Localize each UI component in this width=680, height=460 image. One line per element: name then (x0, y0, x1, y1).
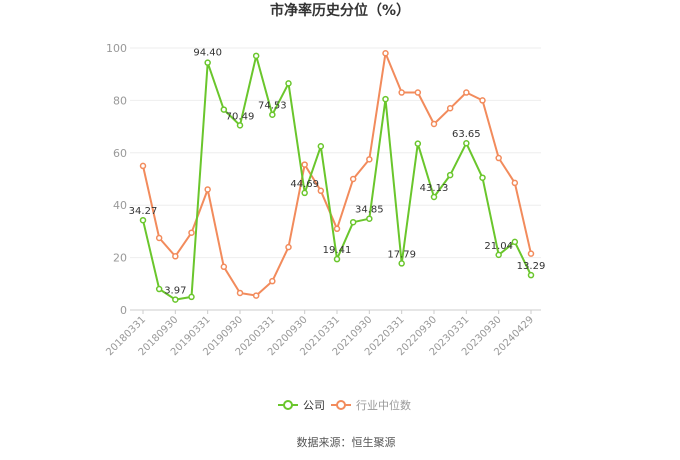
data-point-industry (236, 289, 244, 297)
y-tick-label: 20 (113, 252, 127, 265)
data-point-industry (333, 225, 341, 233)
data-point-company (285, 80, 292, 87)
series-layer (139, 49, 535, 303)
data-point-industry (495, 154, 502, 162)
data-point-company (333, 255, 341, 263)
data-point-company (349, 218, 357, 226)
data-point-industry (252, 292, 260, 299)
grid-lines (130, 47, 541, 311)
data-point-industry (430, 120, 438, 128)
data-point-company (317, 143, 325, 150)
data-point-company (430, 193, 438, 201)
data-label-company: 17.79 (387, 249, 416, 260)
data-point-industry (204, 186, 211, 193)
data-point-company (301, 189, 308, 197)
data-point-company (495, 251, 502, 259)
y-tick-label: 60 (113, 147, 127, 160)
data-point-industry (155, 234, 163, 242)
data-point-industry (269, 277, 276, 285)
data-point-industry (414, 89, 422, 96)
data-label-company: 70.49 (226, 111, 255, 122)
legend-marker-company (283, 400, 293, 410)
data-point-industry (285, 243, 292, 251)
legend[interactable]: 公司 行业中位数 (278, 398, 411, 412)
data-point-company (204, 59, 211, 66)
data-point-industry (479, 97, 486, 104)
data-point-industry (398, 89, 405, 96)
data-point-company (139, 216, 147, 224)
data-point-company (382, 95, 389, 103)
data-point-company (414, 140, 422, 147)
data-point-company (366, 215, 373, 222)
y-tick-label: 0 (120, 304, 127, 317)
y-axis: 0 20 40 60 80 100 (106, 42, 127, 317)
data-label-company: 13.29 (517, 261, 546, 272)
data-point-industry (172, 253, 179, 260)
data-label-company: 44.69 (290, 179, 319, 190)
data-point-company (269, 111, 276, 118)
legend-item-industry[interactable]: 行业中位数 (331, 398, 411, 412)
data-point-company (172, 296, 179, 303)
data-point-industry (301, 161, 308, 168)
data-point-company (446, 171, 454, 179)
data-label-company: 34.27 (129, 206, 158, 217)
data-point-company (236, 122, 244, 129)
data-point-industry (511, 179, 519, 187)
x-axis: 2018033120180930201903312019093020200331… (104, 310, 536, 358)
data-label-company: 63.65 (452, 129, 481, 140)
legend-item-company[interactable]: 公司 (278, 399, 325, 412)
data-label-company: 21.04 (484, 241, 513, 252)
data-point-company (527, 271, 535, 279)
legend-label-industry: 行业中位数 (356, 398, 411, 412)
y-tick-label: 80 (113, 94, 127, 107)
y-tick-label: 40 (113, 199, 127, 212)
data-point-company (479, 174, 486, 181)
data-label-company: 19.41 (323, 245, 352, 256)
data-point-company (220, 106, 228, 113)
y-tick-label: 100 (106, 42, 127, 55)
data-label-company: 34.85 (355, 205, 384, 216)
data-point-industry (139, 162, 147, 170)
data-source-note: 数据来源：恒生聚源 (297, 435, 396, 449)
chart-title: 市净率历史分位（%） (270, 2, 410, 19)
data-point-industry (366, 156, 373, 163)
data-point-company (188, 293, 195, 301)
data-point-company (252, 52, 260, 60)
data-label-company: 43.13 (420, 183, 449, 194)
legend-marker-industry (336, 400, 346, 410)
data-label-company: 74.53 (258, 101, 287, 112)
data-point-industry (463, 89, 470, 96)
data-point-industry (188, 229, 195, 236)
data-point-company (511, 238, 519, 246)
data-point-industry (446, 105, 454, 112)
data-point-company (463, 139, 470, 147)
series-line-company (142, 54, 532, 301)
data-point-company (398, 260, 405, 267)
data-point-industry (527, 250, 535, 257)
data-point-industry (220, 263, 228, 271)
data-point-industry (382, 49, 389, 57)
data-label-company: 94.40 (193, 48, 222, 59)
data-point-company (155, 285, 163, 293)
data-point-industry (349, 175, 357, 183)
legend-label-company: 公司 (303, 399, 325, 412)
data-label-company: 3.97 (164, 286, 186, 297)
data-point-industry (317, 187, 325, 195)
